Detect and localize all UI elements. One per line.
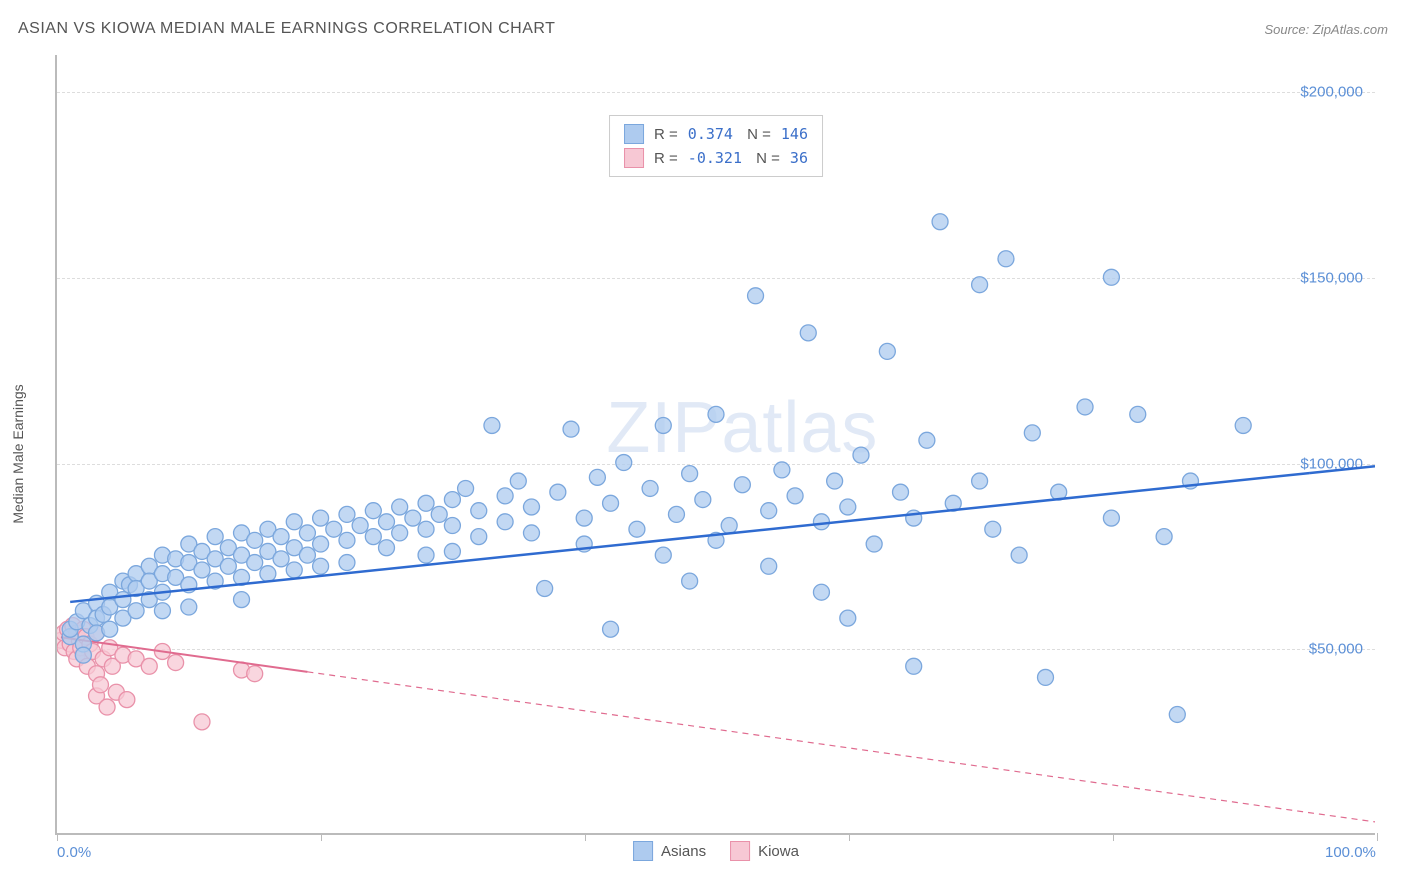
chart-header: ASIAN VS KIOWA MEDIAN MALE EARNINGS CORR…	[18, 20, 1388, 38]
x-tick-label: 100.0%	[1325, 844, 1376, 861]
x-tick-label: 0.0%	[57, 844, 91, 861]
plot-area: ZIPatlas $50,000$100,000$150,000$200,000…	[55, 55, 1375, 835]
source-attribution: Source: ZipAtlas.com	[1264, 22, 1388, 37]
swatch-asians-icon	[633, 841, 653, 861]
swatch-kiowa-icon	[730, 841, 750, 861]
swatch-kiowa	[624, 148, 644, 168]
y-axis-label: Median Male Earnings	[10, 384, 26, 523]
series-legend: Asians Kiowa	[633, 841, 799, 861]
swatch-asians	[624, 124, 644, 144]
correlation-legend: R = 0.374 N = 146 R = -0.321 N = 36	[609, 115, 823, 177]
legend-row-kiowa: R = -0.321 N = 36	[624, 146, 808, 170]
legend-item-asians: Asians	[633, 841, 706, 861]
chart-title: ASIAN VS KIOWA MEDIAN MALE EARNINGS CORR…	[18, 20, 555, 38]
legend-row-asians: R = 0.374 N = 146	[624, 122, 808, 146]
legend-item-kiowa: Kiowa	[730, 841, 799, 861]
